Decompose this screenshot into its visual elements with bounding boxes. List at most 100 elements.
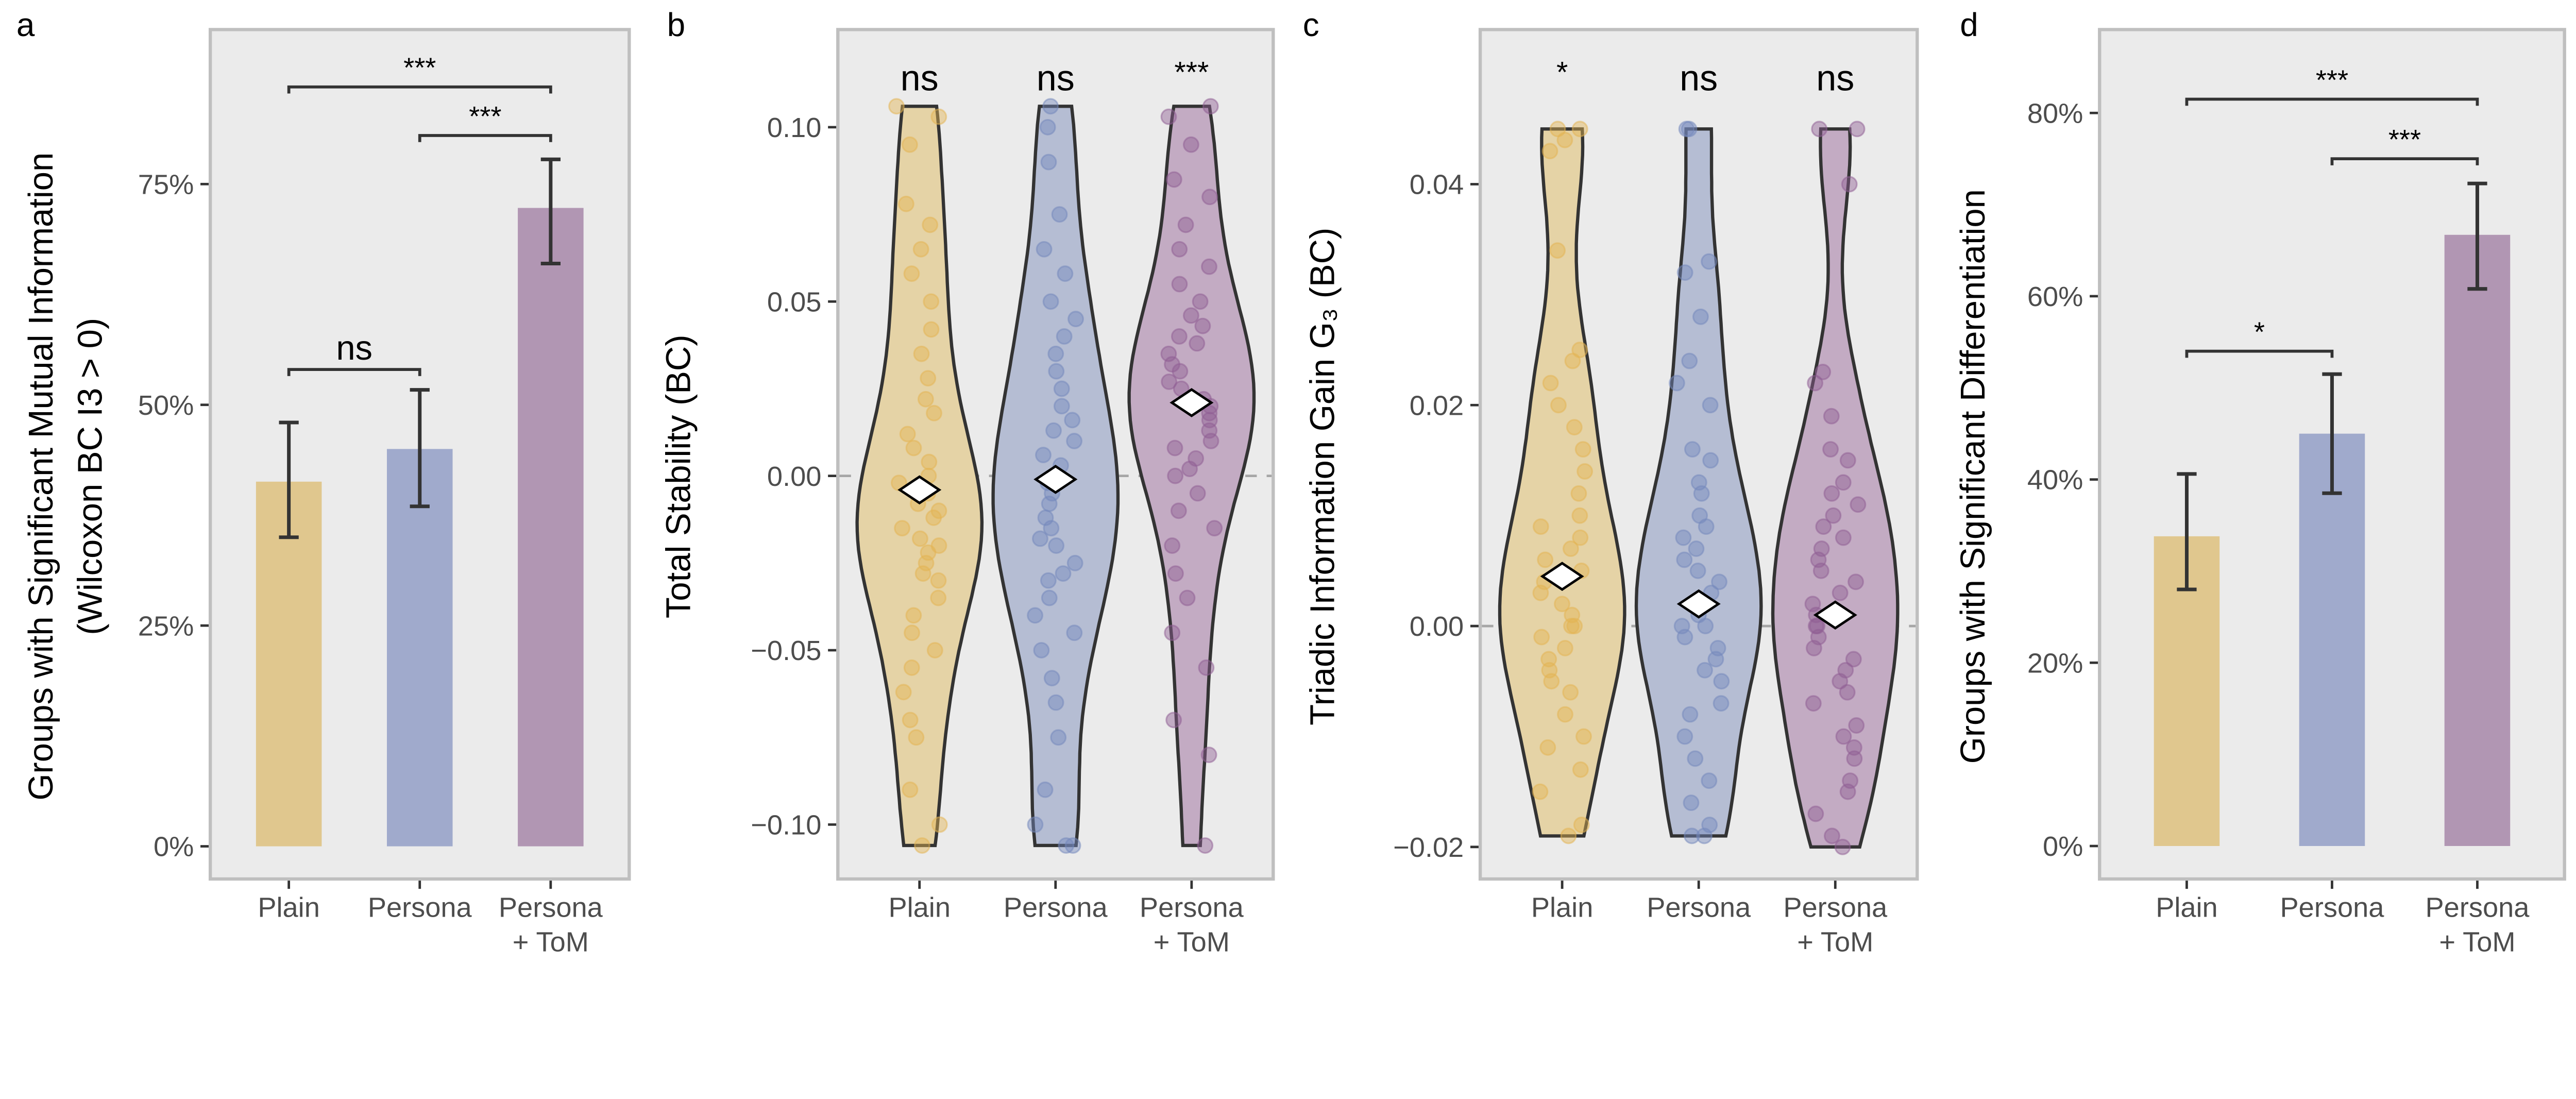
data-point — [894, 520, 910, 537]
data-point — [1542, 375, 1559, 392]
data-point — [923, 321, 940, 338]
y-axis-title: Total Stability (BC) — [659, 334, 698, 618]
data-point — [930, 572, 947, 589]
data-point — [1711, 573, 1727, 590]
data-point — [899, 426, 916, 443]
y-tick-label: 0.02 — [1410, 390, 1464, 421]
data-point — [1045, 422, 1062, 439]
data-point — [1823, 485, 1840, 502]
data-point — [902, 712, 919, 729]
data-point — [1683, 827, 1700, 844]
data-point — [1532, 783, 1549, 800]
data-point — [1822, 441, 1839, 458]
data-point — [912, 241, 929, 258]
data-point — [908, 729, 925, 746]
error-bar — [2322, 372, 2342, 495]
y-tick-label: 0% — [2043, 831, 2083, 862]
y-tick-label: 0.00 — [1410, 611, 1464, 642]
data-point — [903, 659, 920, 676]
data-point — [1035, 447, 1052, 463]
mean-marker — [897, 475, 942, 505]
y-tick-label: 0.00 — [767, 461, 821, 492]
y-tick-label: 0.04 — [1410, 170, 1464, 200]
x-tick-label: Plain — [258, 892, 320, 923]
significance-label: *** — [2316, 64, 2348, 95]
mean-marker — [1170, 388, 1214, 417]
panel-d: d 0% 20% 40% 60% 80% Groups with Significant D… — [1954, 6, 2566, 957]
data-point — [1709, 639, 1726, 656]
y-tick-label: 50% — [138, 390, 194, 421]
data-point — [1165, 171, 1182, 188]
data-point — [1039, 119, 1056, 136]
data-point — [1043, 670, 1060, 687]
data-point — [1571, 342, 1588, 359]
data-point — [1201, 189, 1218, 206]
data-point — [1554, 596, 1570, 613]
points-0 — [888, 98, 948, 854]
data-point — [1549, 242, 1566, 259]
data-point — [1690, 474, 1707, 491]
data-point — [921, 453, 938, 470]
data-point — [1842, 772, 1859, 789]
data-point — [895, 684, 912, 701]
data-point — [1668, 375, 1685, 392]
y-tick-label: −0.02 — [1393, 832, 1464, 863]
error-bar — [2467, 181, 2487, 291]
data-point — [1807, 375, 1824, 392]
data-point — [1532, 518, 1549, 535]
bar-0 — [256, 481, 322, 847]
data-point — [925, 509, 942, 526]
data-point — [1200, 747, 1217, 764]
mean-marker — [1813, 600, 1857, 630]
data-point — [1689, 562, 1706, 579]
data-point — [1182, 307, 1199, 324]
data-point — [901, 136, 918, 153]
data-point — [904, 624, 920, 641]
panel-c: c −0.02 0.00 0.02 0.04 Triadic Information Ga… — [1303, 6, 1919, 957]
y-tick-label: 40% — [2027, 465, 2083, 496]
significance-bracket — [2185, 97, 2479, 106]
data-point — [1684, 441, 1701, 458]
data-point — [914, 565, 931, 582]
x-tick-label: Plain — [2156, 892, 2218, 923]
data-point — [1805, 695, 1822, 712]
x-tick-label: + ToM — [1154, 926, 1230, 957]
data-point — [1560, 827, 1577, 844]
y-axis-title-line: (Wilcoxon BC I3 > 0) — [71, 318, 110, 635]
data-point — [1691, 507, 1708, 524]
y-tick-label: 0% — [154, 832, 194, 863]
y-axis-title-line: Triadic Information Gain G₃ (BC) — [1303, 228, 1342, 725]
significance-label: ns — [1816, 57, 1854, 98]
data-point — [1562, 684, 1579, 701]
data-point — [1055, 565, 1072, 582]
significance-label: ns — [336, 329, 372, 367]
panel-letter: c — [1303, 6, 1319, 43]
data-point — [1839, 452, 1856, 469]
data-point — [911, 530, 928, 547]
data-point — [1562, 540, 1579, 557]
data-point — [1171, 276, 1188, 293]
y-tick-label: 0.05 — [767, 286, 821, 317]
data-point — [1678, 121, 1695, 138]
x-tick-label: Persona — [2426, 892, 2530, 923]
data-point — [1067, 311, 1084, 328]
y-tick-label: 80% — [2027, 98, 2083, 129]
data-point — [1845, 651, 1862, 668]
data-point — [1048, 537, 1065, 554]
data-point — [1683, 794, 1700, 811]
data-point — [903, 265, 920, 282]
data-point — [1056, 328, 1073, 345]
significance-label: *** — [403, 53, 436, 83]
y-axis-title-line: Total Stability (BC) — [659, 334, 698, 618]
data-point — [1194, 317, 1211, 334]
data-point — [1189, 485, 1206, 502]
data-point — [1033, 642, 1050, 658]
data-point — [1177, 216, 1194, 233]
data-point — [1179, 589, 1196, 606]
data-point — [1804, 596, 1821, 613]
data-point — [1197, 837, 1214, 854]
data-point — [1206, 520, 1223, 537]
data-point — [1807, 805, 1824, 822]
data-point — [1571, 121, 1588, 138]
data-point — [1841, 176, 1858, 193]
